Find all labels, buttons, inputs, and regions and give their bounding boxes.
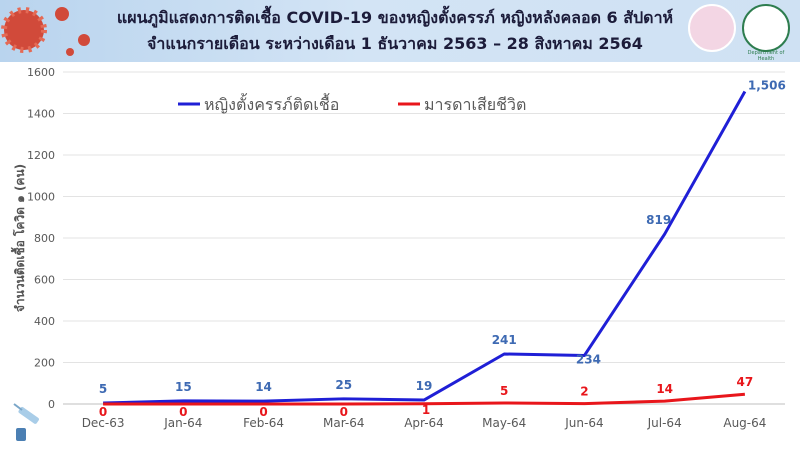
x-tick-label: Jan-64 [163,416,202,430]
data-label: 19 [416,379,433,393]
data-label: 0 [99,405,107,419]
data-label: 14 [255,380,272,394]
legend-label: หญิงตั้งครรภ์ติดเชื้อ [204,93,339,114]
x-tick-label: Feb-64 [243,416,284,430]
data-label: 15 [175,380,192,394]
x-tick-label: Jul-64 [647,416,682,430]
y-tick-label: 600 [34,274,55,287]
data-label: 5 [500,384,508,398]
y-tick-label: 0 [48,398,55,411]
x-tick-label: Apr-64 [404,416,444,430]
y-tick-label: 1200 [27,149,55,162]
logo-caption: Department of Health [747,50,785,62]
virus-icon [1,7,90,56]
y-tick-label: 400 [34,315,55,328]
data-label: 1,506 [748,79,786,93]
syringe-icon [13,403,39,441]
department-of-health-logo [742,4,790,52]
chart-title-line-1: แผนภูมิแสดงการติดเชื้อ COVID-19 ของหญิงต… [116,8,674,27]
header-banner: แผนภูมิแสดงการติดเชื้อ COVID-19 ของหญิงต… [0,0,800,62]
y-tick-label: 200 [34,357,55,370]
data-label: 234 [576,352,601,366]
data-label: 47 [737,375,754,389]
y-tick-label: 1600 [27,66,55,79]
data-label: 14 [656,382,673,396]
x-tick-label: Jun-64 [564,416,603,430]
chart-title-line-2: จำแนกรายเดือน ระหว่างเดือน 1 ธันวาคม 256… [147,34,643,53]
x-tick-label: Mar-64 [323,416,364,430]
x-tick-label: May-64 [482,416,526,430]
x-tick-label: Dec-63 [82,416,125,430]
data-label: 1 [422,403,430,417]
legend-label: มารดาเสียชีวิต [424,95,526,114]
data-label: 241 [492,333,517,347]
data-label: 0 [179,405,187,419]
y-tick-label: 1000 [27,191,55,204]
y-tick-label: 800 [34,232,55,245]
x-tick-label: Aug-64 [723,416,766,430]
series-line [103,90,747,405]
mother-child-logo [688,4,736,52]
data-label: 0 [259,405,267,419]
data-label: 819 [646,213,671,227]
y-tick-label: 1400 [27,108,55,121]
series-line [103,392,746,406]
data-label: 2 [580,385,588,399]
data-label: 25 [335,378,352,392]
y-axis-label: จำนวนติดเชื้อ โควิด ๑ (คน) [10,164,27,312]
data-label: 0 [340,405,348,419]
data-label: 5 [99,382,107,396]
